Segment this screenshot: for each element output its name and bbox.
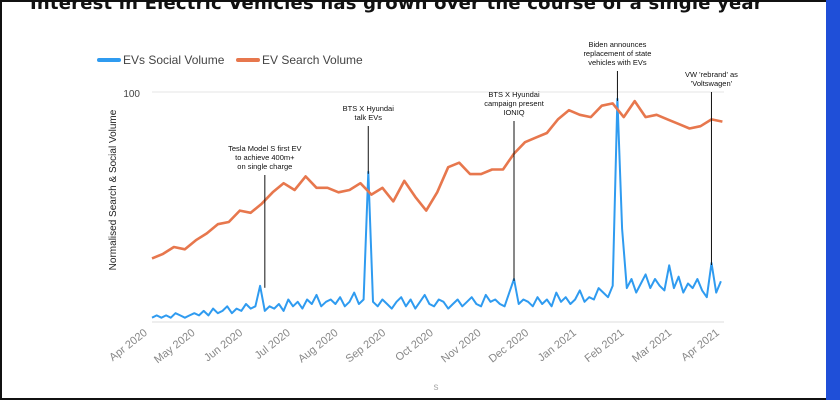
series-line-social-volume [151,97,722,319]
x-axis-title: s [434,382,439,393]
x-tick-label: Sep 2020 [344,327,389,365]
page-title: Interest in Electric Vehicles has grown … [30,0,763,14]
y-axis-label-text: Normalised Search & Social Volume [108,109,119,270]
annotation-text-2-2: IONIQ [503,108,524,117]
x-tick-label: May 2020 [152,327,197,366]
x-tick-labels: Apr 2020 May 2020 Jun 2020 Jul 2020 Aug 2020… [107,327,722,366]
legend-label-social: EVs Social Volume [123,53,225,67]
x-tick-label: Aug 2020 [296,327,341,365]
x-tick-label: Apr 2021 [679,327,722,364]
annotation-text-2-0: BTS X Hyundai [488,90,540,99]
annotation-text-1-1: talk EVs [355,113,383,122]
annotation-text-4-1: 'Voltswagen' [691,79,733,88]
legend-label-search: EV Search Volume [262,53,363,67]
y-tick-label-100: 100 [123,89,140,100]
annotation-text-1-0: BTS X Hyundai [343,104,395,113]
series-line-search-volume [151,99,723,260]
x-tick-label: Apr 2020 [107,327,150,364]
x-tick-label: Jan 2021 [536,327,579,364]
right-accent-strip [826,0,840,400]
annotation-text-0-2: on single charge [237,162,292,171]
x-tick-label: Feb 2021 [583,327,627,365]
annotation-text-4-0: VW 'rebrand' as [685,70,738,79]
x-tick-label: Mar 2021 [630,327,674,365]
annotation-text-0-1: to achieve 400m+ [235,153,295,162]
annotation-text-3-0: Biden announces [588,40,646,49]
annotation-text-3-1: replacement of state [583,49,651,58]
series-layer [151,97,723,319]
x-tick-label: Jun 2020 [202,327,245,364]
gridlines [152,91,724,323]
x-tick-label: Nov 2020 [439,327,483,365]
legend: EVs Social Volume EV Search Volume [97,53,363,67]
annotation-text-3-2: vehicles with EVs [588,58,647,67]
x-tick-label: Dec 2020 [487,327,531,365]
annotation-text-2-1: campaign present [484,99,545,108]
y-axis-label: Normalised Search & Social Volume [108,109,119,270]
annotation-text-0-0: Tesla Model S first EV [228,144,301,153]
x-tick-label: Oct 2020 [393,327,436,364]
x-tick-label: Jul 2020 [253,327,293,362]
